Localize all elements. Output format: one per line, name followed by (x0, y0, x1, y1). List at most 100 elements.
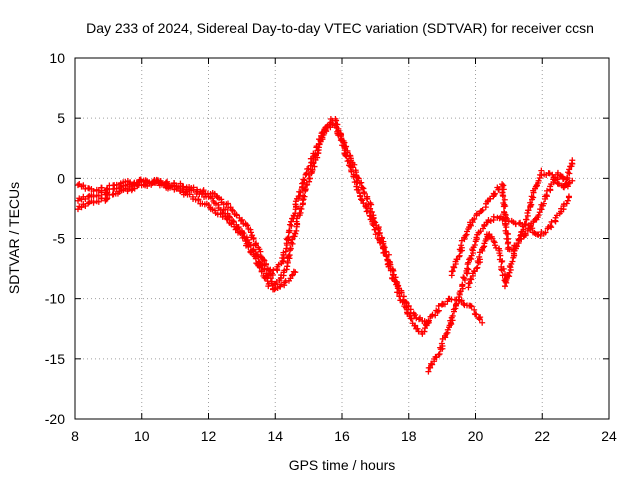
data-point (95, 192, 102, 199)
x-tick-label: 14 (267, 428, 283, 444)
data-point (90, 193, 97, 200)
data-point (427, 364, 434, 371)
data-point (146, 180, 153, 187)
data-point (412, 311, 419, 318)
data-point (177, 182, 184, 189)
y-tick-label: -20 (45, 411, 65, 427)
data-point (527, 199, 534, 206)
data-point (250, 235, 257, 242)
data-point (503, 224, 510, 231)
data-point (190, 186, 197, 193)
data-point (476, 316, 483, 323)
data-point (428, 360, 435, 367)
data-point (103, 196, 110, 203)
grid (75, 58, 609, 419)
data-point (364, 207, 371, 214)
data-point (504, 230, 511, 237)
data-point (471, 306, 478, 313)
data-point (468, 303, 475, 310)
data-point (465, 266, 472, 273)
data-point (468, 252, 475, 259)
data-point (471, 215, 478, 222)
data-point (319, 136, 326, 143)
data-point (487, 217, 494, 224)
data-point (565, 193, 572, 200)
data-point (471, 241, 478, 248)
data-point (523, 216, 530, 223)
data-point (387, 267, 394, 274)
data-point (239, 216, 246, 223)
data-point (284, 263, 291, 270)
data-point (199, 189, 206, 196)
y-tick-label: -10 (45, 291, 65, 307)
y-tick-label: -15 (45, 351, 65, 367)
data-point (244, 222, 251, 229)
data-point (500, 203, 507, 210)
data-point (259, 262, 266, 269)
data-point (554, 169, 561, 176)
data-point (493, 244, 500, 251)
y-tick-label: 10 (49, 50, 65, 66)
data-point (288, 272, 295, 279)
data-point (133, 181, 140, 188)
y-axis-label: SDTVAR / TECUs (6, 182, 22, 294)
data-point (461, 275, 468, 282)
data-point (284, 235, 291, 242)
data-point (350, 173, 357, 180)
data-point (383, 252, 390, 259)
data-point (286, 227, 293, 234)
x-tick-label: 10 (134, 428, 150, 444)
data-point (481, 223, 488, 230)
data-point (513, 243, 520, 250)
data-point (561, 182, 568, 189)
data-point (417, 314, 424, 321)
data-point (507, 264, 514, 271)
data-point (376, 239, 383, 246)
data-point (527, 226, 534, 233)
data-point (90, 188, 97, 195)
data-point (95, 198, 102, 205)
y-tick-label: 0 (57, 170, 65, 186)
data-point (333, 121, 340, 128)
data-point (468, 276, 475, 283)
data-point (85, 200, 92, 207)
data-point (271, 286, 278, 293)
data-point (394, 285, 401, 292)
data-point (265, 280, 272, 287)
data-point (423, 322, 430, 329)
data-point (465, 259, 472, 266)
data-point (324, 122, 331, 129)
x-tick-label: 12 (201, 428, 217, 444)
data-point (230, 218, 237, 225)
x-axis-label: GPS time / hours (289, 457, 396, 473)
data-point (458, 242, 465, 249)
data-point (516, 235, 523, 242)
data-point (480, 244, 487, 251)
data-point (425, 317, 432, 324)
data-point (565, 169, 572, 176)
data-point (449, 312, 456, 319)
data-point (479, 319, 486, 326)
data-point (370, 222, 377, 229)
data-point (301, 177, 308, 184)
data-point (564, 197, 571, 204)
data-point (228, 206, 235, 213)
data-point (476, 253, 483, 260)
data-point (393, 281, 400, 288)
data-point (263, 260, 270, 267)
data-point (436, 351, 443, 358)
data-point (287, 221, 294, 228)
data-point (137, 177, 144, 184)
y-tick-label: -5 (53, 231, 66, 247)
data-point (500, 186, 507, 193)
data-point (569, 157, 576, 164)
data-point (509, 258, 516, 265)
data-point (515, 236, 522, 243)
data-point (298, 205, 305, 212)
data-point (475, 315, 482, 322)
data-point (252, 241, 259, 248)
data-point (451, 264, 458, 271)
data-point (247, 226, 254, 233)
data-point (565, 180, 572, 187)
